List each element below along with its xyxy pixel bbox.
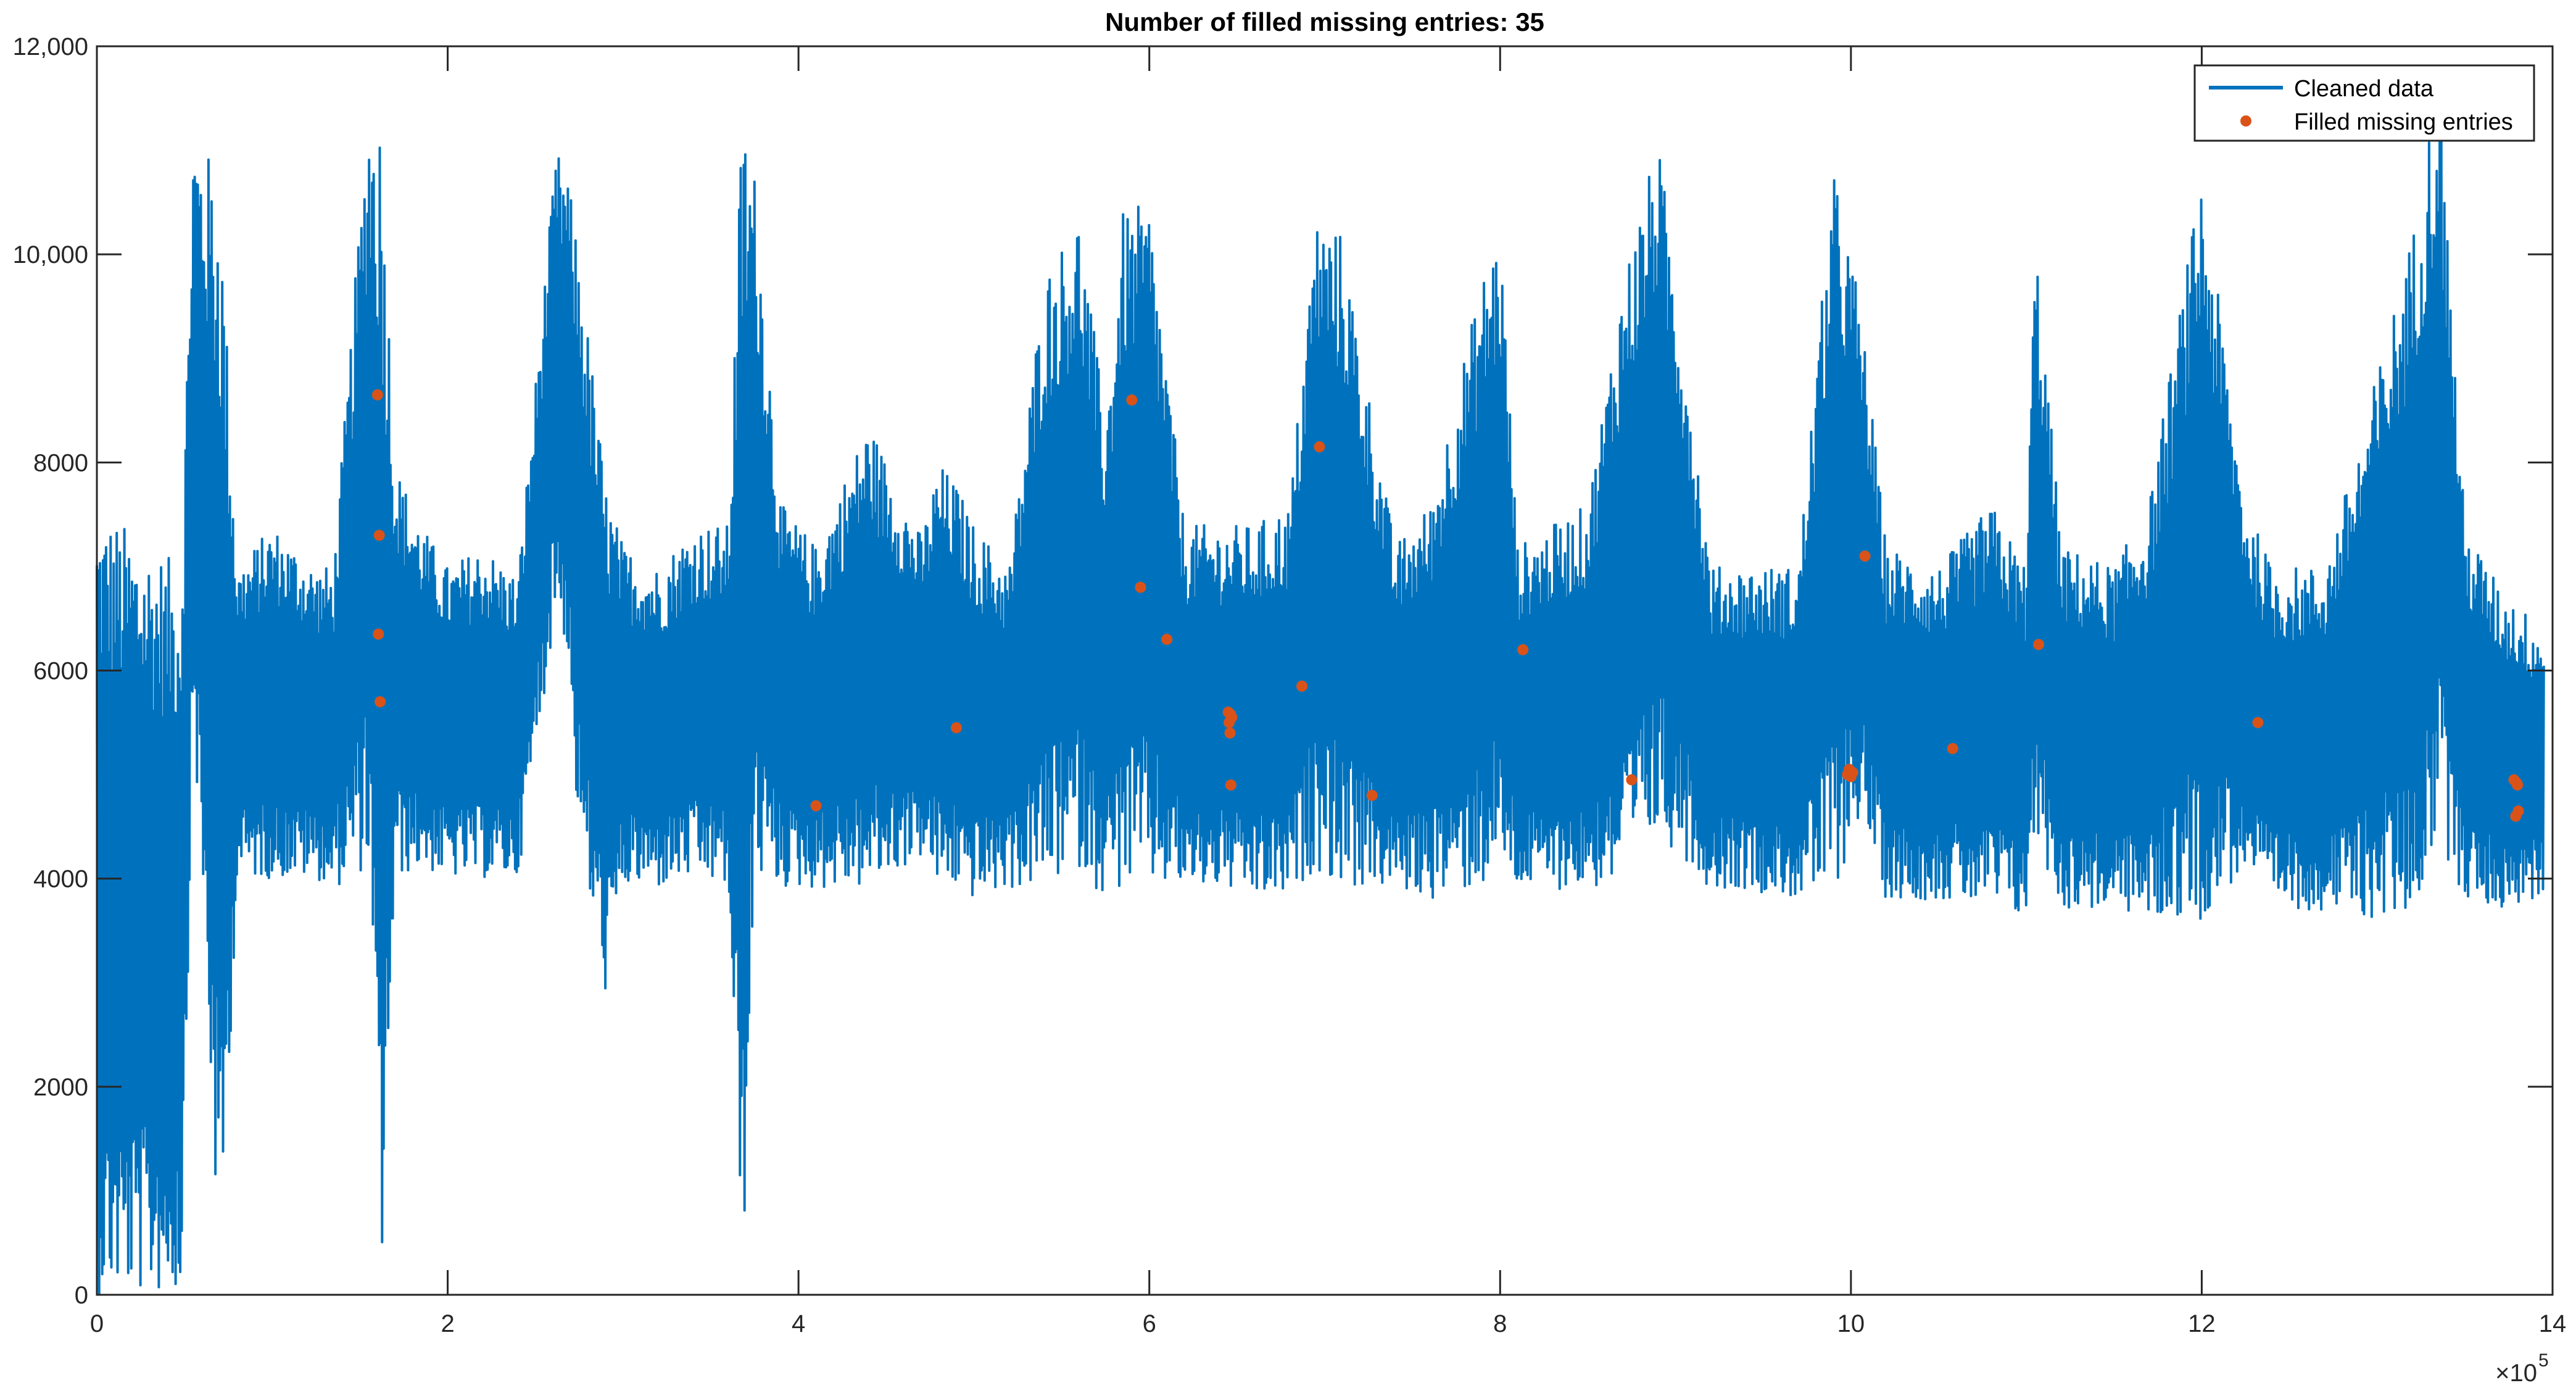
filled-missing-entry-point — [2033, 639, 2045, 650]
filled-missing-entry-point — [1366, 789, 1378, 801]
x-tick-label: 12 — [2188, 1310, 2216, 1337]
filled-missing-entry-point — [2511, 777, 2522, 789]
y-tick-label: 10,000 — [13, 241, 88, 268]
series-cleaned-data-line — [96, 104, 2545, 1295]
x-axis-exponent-base: ×10 — [2495, 1360, 2537, 1387]
x-tick-label: 2 — [441, 1310, 454, 1337]
y-tick-label: 6000 — [33, 658, 88, 685]
filled-missing-entry-point — [1314, 441, 1325, 453]
chart-title: Number of filled missing entries: 35 — [1105, 7, 1544, 36]
legend-box — [2193, 64, 2535, 142]
y-tick-label: 2000 — [33, 1074, 88, 1101]
filled-missing-entry-point — [951, 722, 962, 734]
legend-label-cleaned-data: Cleaned data — [2294, 76, 2434, 102]
filled-missing-entry-point — [373, 530, 385, 541]
y-tick-label: 0 — [75, 1282, 88, 1309]
filled-missing-entry-point — [2252, 717, 2264, 728]
filled-missing-entry-point — [1135, 581, 1146, 593]
legend: Cleaned data Filled missing entries — [2193, 64, 2535, 142]
filled-missing-entry-point — [2512, 805, 2524, 817]
filled-missing-entry-point — [1844, 770, 1856, 781]
x-tick-label: 0 — [90, 1310, 104, 1337]
filled-missing-entry-point — [373, 628, 384, 640]
filled-missing-entry-point — [371, 389, 383, 401]
filled-missing-entry-point — [1126, 394, 1138, 406]
y-tick-label: 12,000 — [13, 33, 88, 60]
legend-label-filled-missing-entries: Filled missing entries — [2294, 109, 2513, 135]
x-tick-label: 8 — [1493, 1310, 1507, 1337]
x-axis-exponent-label: ×10 5 — [2495, 1350, 2549, 1387]
filled-missing-entry-point — [1947, 742, 1958, 754]
filled-missing-entry-point — [810, 800, 822, 812]
legend-swatch-filled-missing-entries — [2240, 115, 2251, 127]
plot-area — [96, 104, 2545, 1295]
y-tick-label: 8000 — [33, 449, 88, 476]
filled-missing-entry-point — [1517, 644, 1529, 655]
filled-missing-entry-point — [1225, 779, 1236, 791]
filled-missing-entry-point — [1225, 708, 1236, 720]
filled-missing-entry-point — [1626, 774, 1638, 786]
filled-missing-entry-point — [1859, 551, 1871, 562]
x-tick-label: 10 — [1837, 1310, 1865, 1337]
x-tick-label: 4 — [792, 1310, 805, 1337]
x-tick-label: 6 — [1143, 1310, 1156, 1337]
y-tick-label: 4000 — [33, 866, 88, 893]
x-axis-exponent-power: 5 — [2538, 1350, 2549, 1371]
filled-missing-entry-point — [1224, 727, 1236, 739]
filled-missing-entry-point — [1161, 633, 1173, 645]
filled-missing-entry-point — [1296, 680, 1308, 692]
x-tick-label: 14 — [2539, 1310, 2567, 1337]
filled-missing-entry-point — [375, 696, 386, 708]
axes: 0 2 4 6 8 10 12 14 0 2000 4000 6000 8000 10,000 12,000 — [13, 33, 2567, 1337]
